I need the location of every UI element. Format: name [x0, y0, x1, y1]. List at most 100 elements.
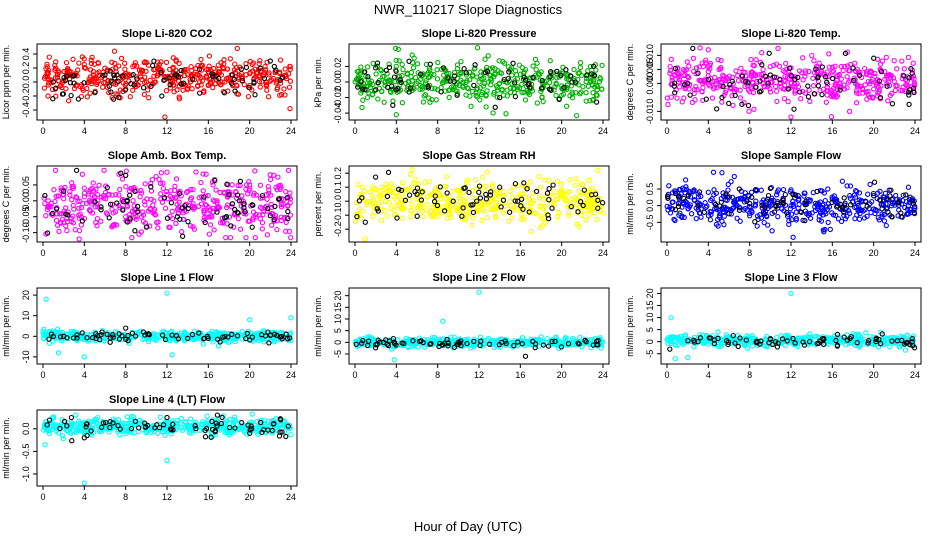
data-point	[881, 211, 888, 217]
panel-title: Slope Li-820 Pressure	[422, 28, 537, 40]
data-point	[483, 104, 489, 110]
data-point	[416, 338, 423, 345]
data-point	[236, 72, 243, 78]
data-point	[95, 204, 101, 210]
data-point	[813, 66, 819, 72]
data-point	[672, 72, 678, 78]
data-point	[439, 341, 446, 348]
data-point	[132, 333, 139, 339]
data-point	[675, 200, 682, 207]
data-point	[385, 169, 392, 176]
data-point	[438, 89, 444, 95]
y-tick-label: 5	[645, 327, 655, 332]
data-point	[879, 331, 885, 337]
data-point	[431, 198, 438, 205]
data-point	[573, 176, 579, 182]
data-point	[239, 328, 245, 335]
data-point	[393, 87, 399, 93]
data-point	[479, 217, 485, 223]
data-point	[365, 74, 371, 80]
data-point	[45, 76, 51, 82]
data-point	[144, 224, 150, 230]
x-tick-label: 0	[664, 248, 669, 258]
data-point	[716, 212, 723, 219]
data-point	[74, 332, 80, 338]
data-point	[863, 330, 869, 336]
data-point	[167, 82, 173, 88]
data-point	[202, 219, 208, 226]
y-tick-label: -10	[21, 350, 31, 363]
y-tick-label: -0.5	[645, 215, 655, 231]
y-axis-label: Licor ppm per min.	[1, 45, 11, 120]
data-point	[89, 54, 95, 60]
data-point	[408, 214, 414, 220]
data-point	[824, 79, 830, 85]
data-point	[138, 229, 145, 235]
data-point	[711, 337, 718, 343]
data-point	[79, 171, 86, 177]
data-point	[210, 73, 216, 79]
data-point	[179, 233, 186, 239]
data-point	[469, 88, 476, 95]
data-point	[749, 70, 756, 76]
data-point	[709, 196, 715, 202]
data-point	[130, 87, 136, 93]
data-point	[743, 337, 749, 343]
data-point	[801, 190, 807, 196]
data-point	[593, 216, 600, 223]
data-point	[519, 341, 525, 347]
data-point	[905, 54, 912, 61]
data-point	[872, 73, 878, 80]
data-point	[401, 205, 407, 211]
data-point	[214, 209, 220, 215]
data-point	[79, 330, 85, 336]
data-point	[697, 45, 703, 51]
y-tick-label: -0.2	[333, 221, 343, 237]
data-point	[472, 177, 479, 183]
data-point	[889, 214, 895, 220]
data-point	[114, 200, 120, 206]
data-point	[590, 63, 597, 69]
data-point	[539, 85, 545, 91]
data-point	[506, 209, 513, 215]
data-point	[464, 210, 470, 216]
data-point	[749, 209, 755, 215]
data-point	[521, 216, 527, 223]
data-point	[773, 192, 780, 198]
data-point	[79, 85, 85, 92]
data-point	[155, 64, 161, 70]
data-point	[484, 68, 491, 75]
data-point	[723, 334, 730, 341]
data-point	[854, 188, 860, 195]
data-point	[265, 205, 271, 212]
data-point	[901, 66, 907, 72]
data-point	[666, 338, 673, 344]
data-point	[273, 184, 279, 191]
data-point	[735, 343, 741, 350]
data-point	[529, 88, 536, 94]
data-point	[112, 75, 118, 81]
data-point	[587, 63, 594, 70]
data-point	[267, 176, 274, 183]
data-point	[786, 221, 792, 228]
data-point	[730, 332, 736, 339]
data-point	[266, 70, 272, 76]
data-point	[353, 338, 359, 344]
data-point	[266, 72, 272, 78]
y-tick-label: 15	[645, 300, 655, 310]
data-point	[250, 209, 257, 215]
data-point	[717, 82, 723, 89]
data-point	[530, 63, 536, 69]
data-point	[384, 213, 390, 219]
data-point	[565, 82, 571, 88]
outlier-point	[234, 45, 240, 52]
data-point	[454, 65, 461, 72]
data-point	[899, 88, 906, 94]
data-point	[829, 199, 835, 206]
y-axis-label: degrees C per min.	[1, 166, 11, 243]
data-point	[752, 201, 758, 208]
data-point	[806, 338, 813, 345]
data-point	[70, 202, 76, 209]
data-point	[841, 334, 847, 340]
